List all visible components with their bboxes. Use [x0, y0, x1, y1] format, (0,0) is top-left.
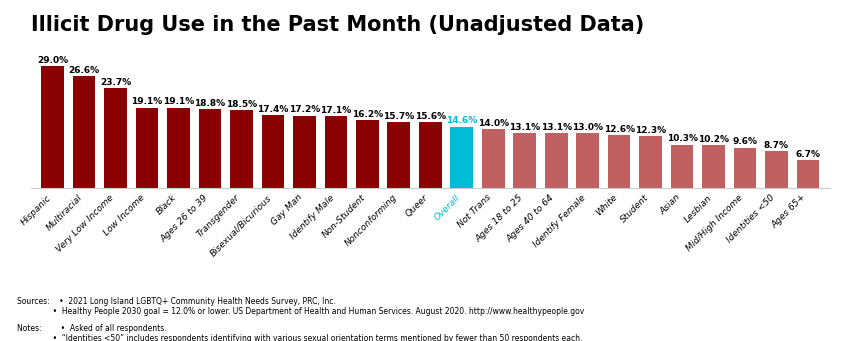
Bar — [701, 145, 724, 188]
Bar — [293, 116, 316, 188]
Bar — [796, 160, 819, 188]
Bar — [167, 108, 190, 188]
Bar — [198, 109, 221, 188]
Text: 18.5%: 18.5% — [225, 100, 257, 109]
Text: 10.3%: 10.3% — [666, 134, 697, 144]
Bar — [544, 133, 567, 188]
Text: Illicit Drug Use in the Past Month (Unadjusted Data): Illicit Drug Use in the Past Month (Unad… — [30, 15, 643, 35]
Text: 14.6%: 14.6% — [446, 116, 477, 125]
Bar — [481, 129, 504, 188]
Bar — [607, 135, 630, 188]
Text: 6.7%: 6.7% — [794, 150, 820, 159]
Text: 17.1%: 17.1% — [320, 106, 351, 115]
Text: Notes:        •  Asked of all respondents.
               •  “Identities <50” in: Notes: • Asked of all respondents. • “Id… — [17, 324, 582, 341]
Bar — [639, 136, 661, 188]
Text: Sources:    •  2021 Long Island LGBTQ+ Community Health Needs Survey, PRC, Inc.
: Sources: • 2021 Long Island LGBTQ+ Commu… — [17, 297, 583, 316]
Text: 14.0%: 14.0% — [477, 119, 508, 128]
Bar — [262, 115, 284, 188]
Bar — [576, 133, 598, 188]
Text: 15.6%: 15.6% — [414, 112, 446, 121]
Bar — [765, 151, 787, 188]
Text: 10.2%: 10.2% — [697, 135, 728, 144]
Text: 13.0%: 13.0% — [571, 123, 603, 132]
Bar — [387, 122, 409, 188]
Text: 8.7%: 8.7% — [763, 141, 788, 150]
Bar — [419, 122, 441, 188]
Text: 13.1%: 13.1% — [509, 123, 539, 132]
Bar — [136, 108, 158, 188]
Text: 13.1%: 13.1% — [540, 123, 571, 132]
Bar — [733, 148, 755, 188]
Bar — [104, 88, 127, 188]
Bar — [450, 127, 473, 188]
Text: 26.6%: 26.6% — [68, 66, 100, 75]
Bar — [324, 116, 347, 188]
Text: 29.0%: 29.0% — [37, 56, 68, 65]
Text: 19.1%: 19.1% — [163, 98, 194, 106]
Text: 17.4%: 17.4% — [257, 105, 289, 114]
Text: 16.2%: 16.2% — [351, 109, 382, 119]
Text: 12.6%: 12.6% — [603, 125, 634, 134]
Text: 15.7%: 15.7% — [382, 112, 414, 121]
Text: 12.3%: 12.3% — [635, 126, 665, 135]
Bar — [670, 145, 693, 188]
Text: 18.8%: 18.8% — [194, 99, 225, 108]
Bar — [355, 120, 378, 188]
Text: 9.6%: 9.6% — [732, 137, 756, 146]
Bar — [73, 76, 95, 188]
Bar — [41, 66, 64, 188]
Text: 19.1%: 19.1% — [131, 98, 162, 106]
Bar — [513, 133, 535, 188]
Text: 23.7%: 23.7% — [100, 78, 131, 87]
Text: 17.2%: 17.2% — [289, 105, 320, 115]
Bar — [230, 110, 252, 188]
